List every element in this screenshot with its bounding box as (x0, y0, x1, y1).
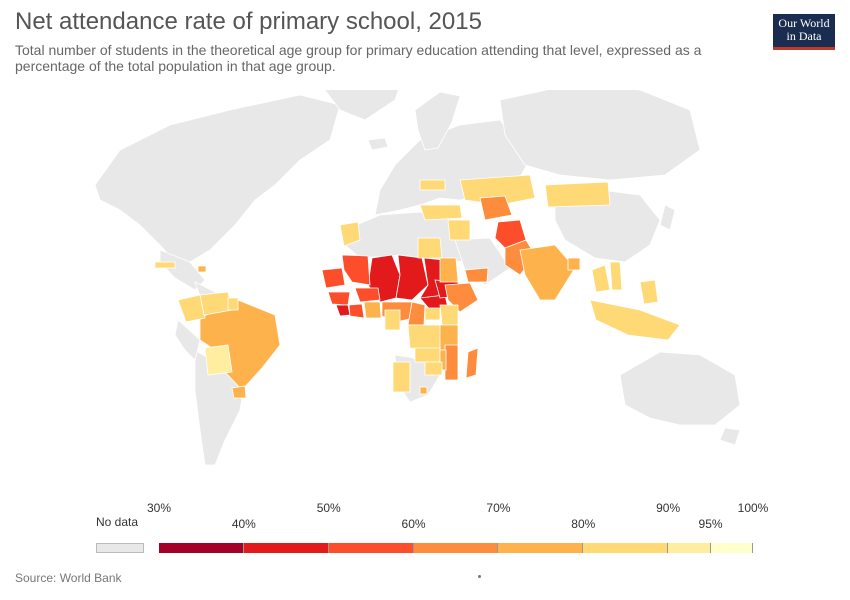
japan-landmass (659, 204, 676, 231)
page-indicator-dot (478, 575, 481, 578)
region-indonesia[interactable]: Indonesia (589, 299, 681, 341)
no-data-landmasses (94, 90, 741, 466)
legend-bin-70-80[interactable] (498, 543, 584, 553)
region-mozambique[interactable]: Mozambique (444, 344, 459, 381)
region-senegal[interactable]: Senegal (321, 267, 346, 289)
region-ukraine[interactable]: Ukraine (419, 179, 446, 191)
region-kazakhstan[interactable]: Kazakhstan (459, 174, 536, 206)
legend-tick-label: 90% (656, 501, 681, 515)
north-america-landmass (94, 94, 341, 263)
legend-tick-label: 50% (316, 501, 341, 515)
region-iraq[interactable]: Iraq (447, 219, 471, 241)
region-haiti[interactable]: Haiti (197, 265, 207, 273)
region-uganda[interactable]: Uganda (424, 307, 441, 321)
china-landmass (554, 189, 661, 263)
region-madagascar[interactable]: Madagascar (465, 347, 479, 379)
region-india[interactable]: India (519, 244, 576, 301)
logo-line-1: Our World (778, 16, 830, 30)
color-legend: No data 30% 40% 50% 60% 70% 80% 90% 95% 100% (0, 495, 850, 565)
chart-title: Net attendance rate of primary school, 2… (15, 8, 482, 35)
region-uruguay[interactable]: Uruguay (231, 385, 247, 399)
region-colombia[interactable]: Colombia (177, 294, 206, 323)
new-zealand-landmass (719, 427, 741, 446)
region-burkina-faso[interactable]: Burkina Faso (354, 287, 381, 303)
legend-tick-label: 80% (571, 517, 596, 531)
region-egypt[interactable]: Egypt (417, 237, 443, 259)
region-kenya[interactable]: Kenya (439, 304, 459, 326)
legend-bin-40-50[interactable] (243, 543, 329, 553)
region-brazil[interactable]: Brazil (199, 299, 281, 391)
region-mauritania[interactable]: Mauritania (341, 254, 371, 286)
greenland-landmass (324, 90, 399, 121)
region-thailand[interactable]: Thailand (591, 264, 611, 293)
country-regions[interactable]: MaliNigerChadMauritaniaSenegalGuineaBurk… (154, 174, 681, 399)
australia-landmass (619, 351, 741, 426)
region-yemen[interactable]: Yemen (464, 267, 489, 283)
source-note[interactable]: Source: World Bank (15, 571, 122, 585)
legend-bin-50-60[interactable] (328, 543, 414, 553)
scandinavia-landmass (414, 91, 461, 151)
legend-bin-30-40[interactable] (159, 543, 244, 553)
region-morocco[interactable]: Morocco (339, 221, 361, 247)
region-sudan[interactable]: Sudan (439, 257, 459, 283)
legend-tick-label: 95% (698, 517, 723, 531)
region-guinea[interactable]: Guinea (327, 291, 351, 306)
region-guyana[interactable]: Guyana (227, 297, 239, 311)
logo-line-2: in Data (786, 29, 822, 43)
region-bangladesh[interactable]: Bangladesh (567, 257, 581, 271)
owid-logo[interactable]: Our World in Data (773, 14, 835, 50)
legend-no-data-swatch (96, 543, 144, 553)
south-america-west-landmass (174, 319, 201, 361)
legend-bin-90-95[interactable] (668, 543, 711, 553)
legend-bin-80-90[interactable] (583, 543, 669, 553)
region-liberia[interactable]: Liberia (335, 304, 351, 317)
region-cuba[interactable]: Cuba (154, 261, 176, 269)
iceland-landmass (367, 137, 389, 151)
region-ghana[interactable]: Ghana (363, 301, 382, 319)
region-lesotho[interactable]: Lesotho (419, 386, 428, 395)
region-philippines[interactable]: Philippines (639, 279, 659, 305)
region-dr-congo[interactable]: DR Congo (407, 324, 441, 351)
legend-no-data-label: No data (96, 515, 139, 529)
arabia-landmass (454, 237, 511, 286)
region-uzbekistan[interactable]: Uzbekistan (479, 195, 513, 221)
legend-tick-label: 40% (231, 517, 256, 531)
region-zimbabwe[interactable]: Zimbabwe (424, 361, 443, 376)
region-cote-d-ivoire[interactable]: Cote d'Ivoire (348, 303, 365, 319)
legend-tick-label: 70% (486, 501, 511, 515)
region-zambia[interactable]: Zambia (414, 347, 441, 363)
legend-bin-95-100[interactable] (710, 543, 753, 553)
region-mongolia[interactable]: Mongolia (544, 181, 611, 208)
region-turkey[interactable]: Turkey (419, 204, 463, 221)
chart-subtitle: Total number of students in the theoreti… (15, 42, 702, 74)
legend-tick-label: 30% (146, 501, 172, 515)
legend-tick-label: 100% (737, 501, 769, 515)
region-vietnam[interactable]: Vietnam (609, 261, 623, 291)
region-gabon[interactable]: Gabon (384, 309, 401, 331)
region-namibia[interactable]: Namibia (392, 361, 411, 393)
world-map[interactable]: MaliNigerChadMauritaniaSenegalGuineaBurk… (0, 90, 850, 490)
russia-asia-landmass (499, 90, 701, 181)
legend-bin-60-70[interactable] (413, 543, 499, 553)
region-bolivia[interactable]: Bolivia (204, 344, 233, 376)
legend-tick-label: 60% (401, 517, 426, 531)
